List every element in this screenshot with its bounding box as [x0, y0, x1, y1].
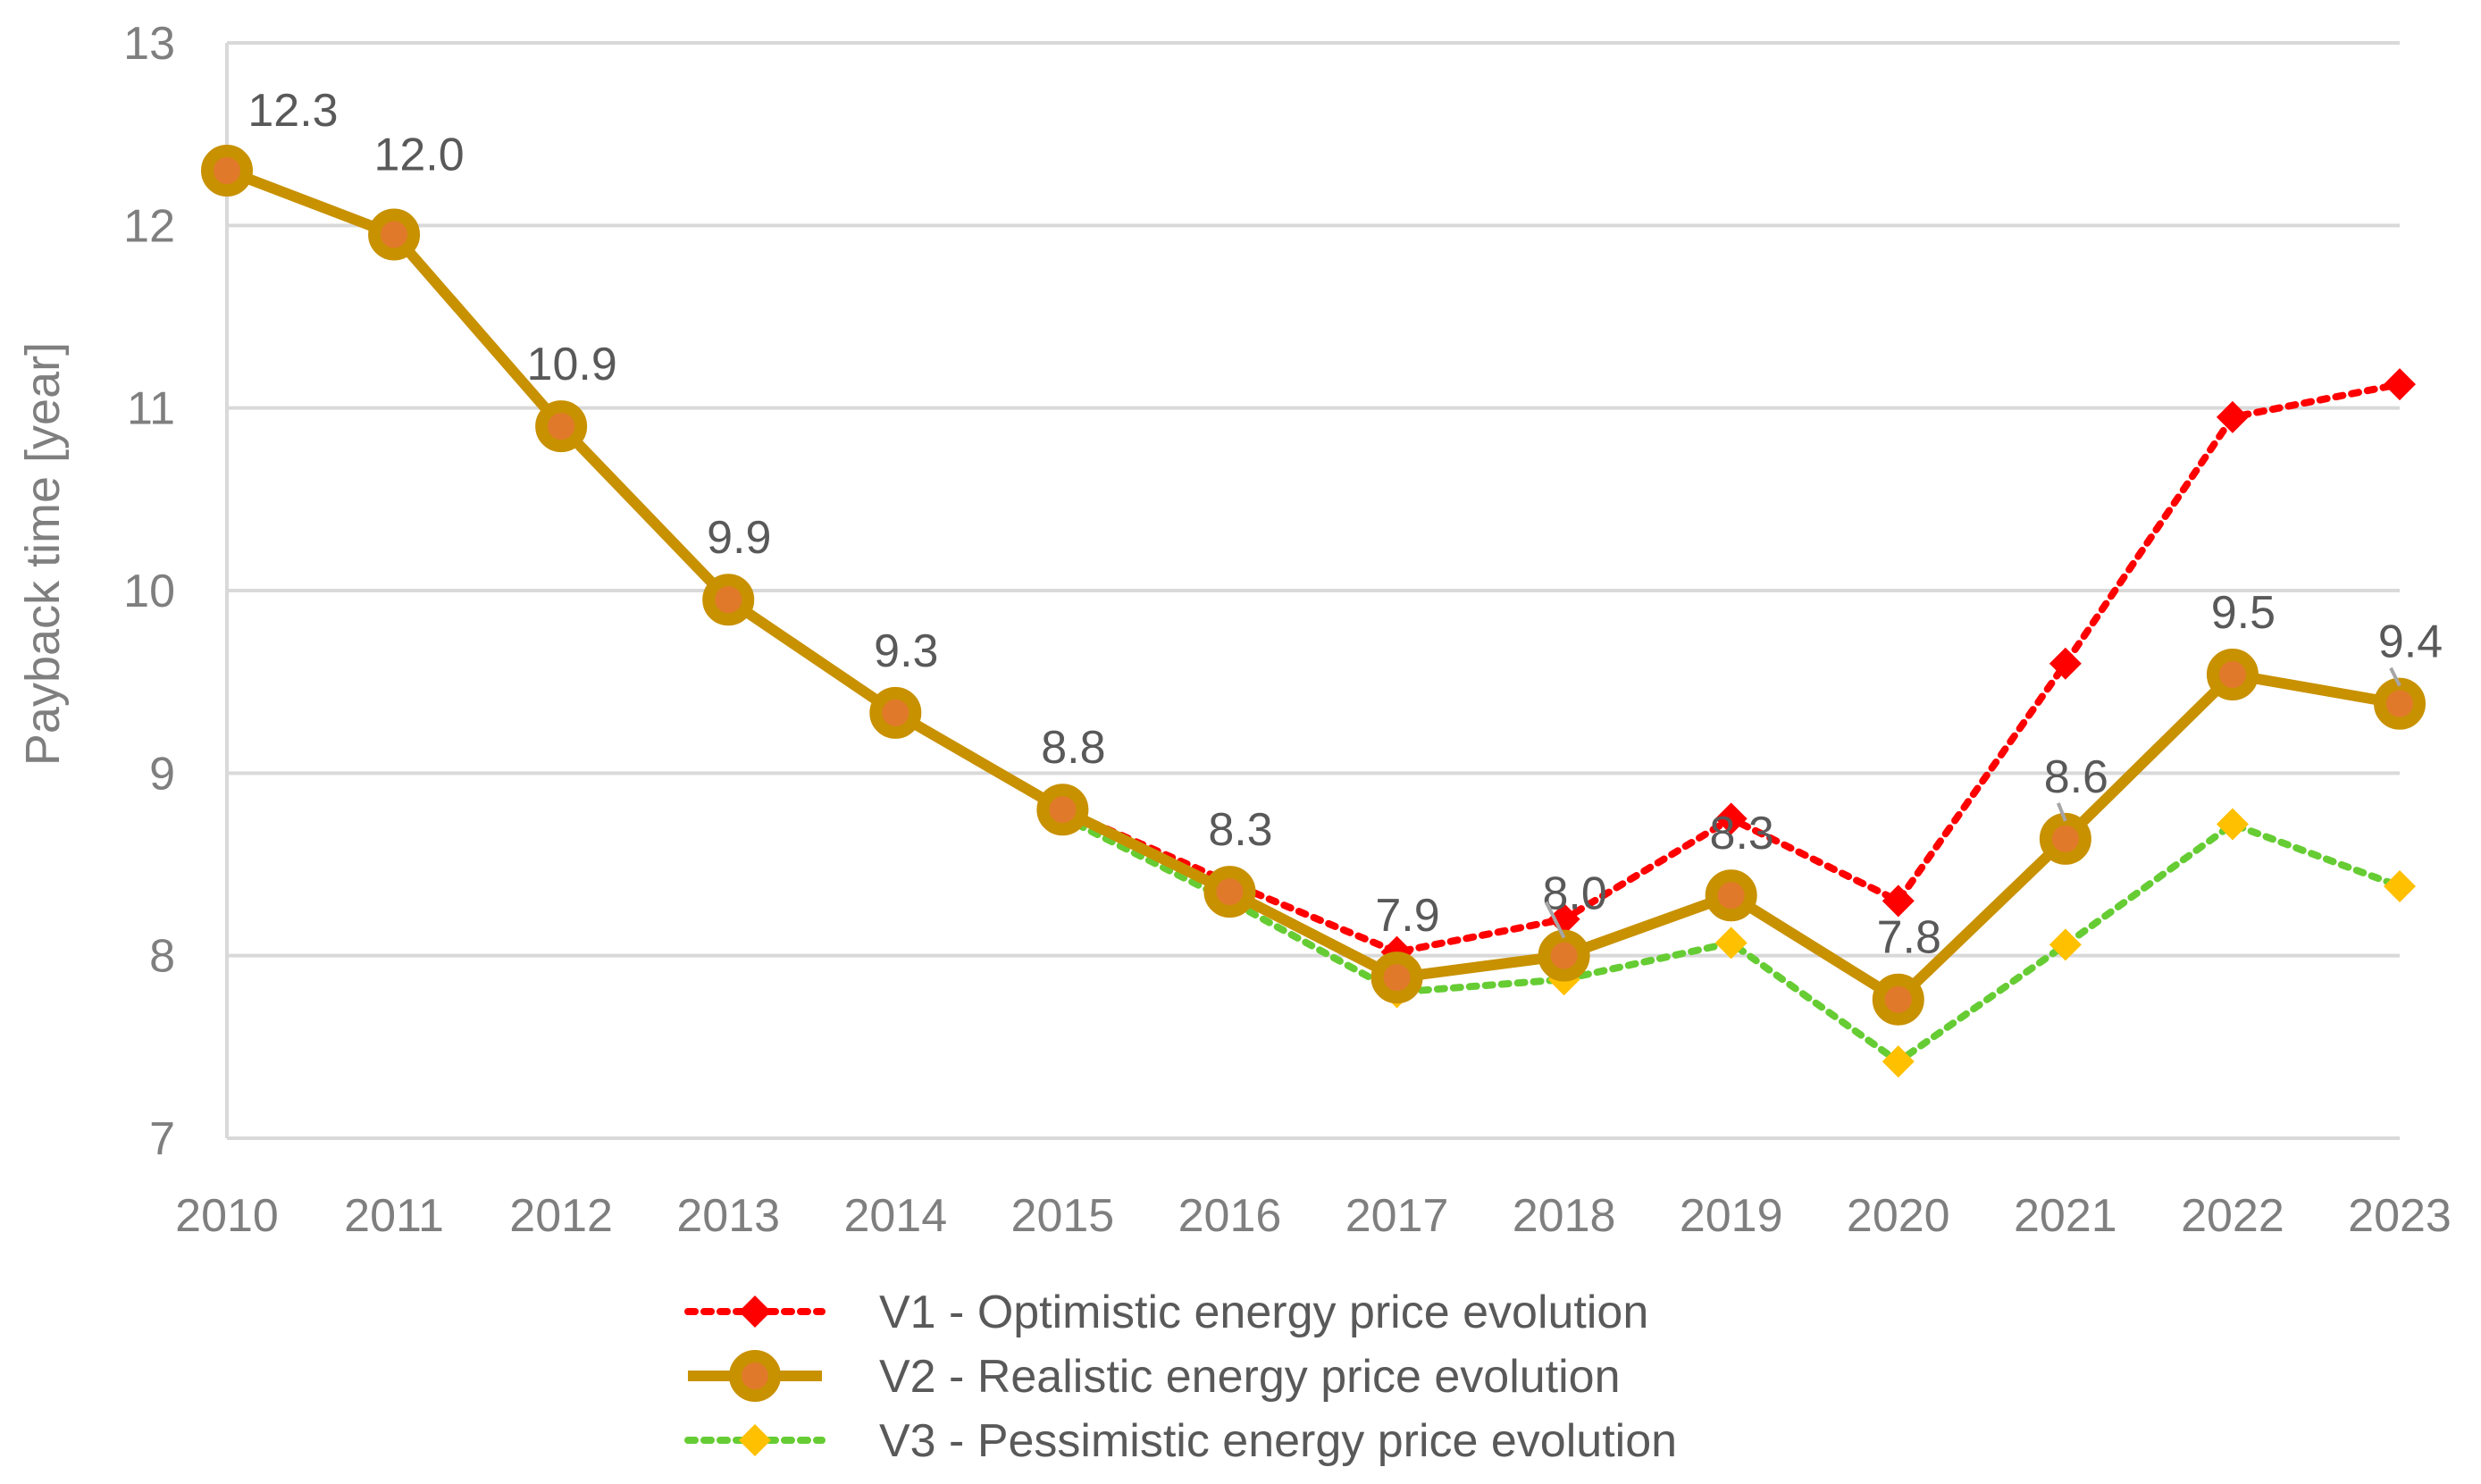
- data-label: 7.9: [1375, 890, 1439, 942]
- data-label: 9.3: [874, 625, 938, 677]
- series-point-v2: [702, 574, 755, 626]
- y-axis-label: Payback time [year]: [16, 342, 70, 766]
- y-tick-label: 9: [149, 748, 175, 800]
- y-tick-label: 11: [127, 383, 175, 435]
- x-tick-label: 2021: [2014, 1190, 2117, 1242]
- x-tick-label: 2017: [1345, 1190, 1449, 1242]
- x-tick-label: 2012: [509, 1190, 613, 1242]
- x-tick-label: 2011: [344, 1190, 444, 1242]
- series-point-v2: [368, 208, 421, 261]
- data-label: 9.5: [2211, 587, 2276, 639]
- data-label: 12.3: [247, 85, 338, 137]
- y-tick-label: 7: [149, 1113, 175, 1165]
- y-tick-label: 13: [123, 18, 175, 70]
- data-labels: 12.3 12.0 10.9 9.9 9.3 8.8 8.3 7.9 8.0 8.3 7.8 8.6 9…: [247, 85, 2443, 964]
- series-point-v2: [1036, 784, 1089, 836]
- data-label: 7.8: [1877, 912, 1941, 964]
- legend-marker-v2: [729, 1350, 781, 1402]
- legend-label-v3: V3 - Pessimistic energy price evolution: [879, 1415, 1677, 1467]
- legend-marker-v1: [739, 1295, 771, 1328]
- series-point-v2: [201, 145, 253, 197]
- x-tick-label: 2019: [1680, 1190, 1783, 1242]
- data-label: 8.3: [1208, 804, 1272, 856]
- series-point-v3: [2384, 870, 2416, 903]
- series-point-v1: [1714, 802, 1748, 835]
- gridlines: [225, 41, 2400, 1140]
- x-tick-label: 2020: [1847, 1190, 1950, 1242]
- y-tick-label: 8: [149, 931, 175, 983]
- y-axis-ticks: 7 8 9 10 11 12 13: [123, 18, 175, 1165]
- series-point-v1: [2216, 400, 2249, 433]
- data-label: 9.9: [707, 512, 771, 564]
- legend-label-v2: V2 - Realistic energy price evolution: [879, 1351, 1621, 1403]
- data-label: 10.9: [527, 339, 617, 390]
- series-point-v2: [1705, 869, 1757, 922]
- x-tick-label: 2023: [2348, 1190, 2452, 1242]
- series-point-v3: [2049, 928, 2082, 961]
- series-point-v2: [535, 400, 588, 453]
- series-point-v3: [1882, 1045, 1915, 1078]
- series-point-v2: [1872, 973, 1924, 1026]
- series-point-v1: [1547, 902, 1580, 935]
- data-label: 8.3: [1710, 808, 1774, 859]
- series-point-v1: [1882, 885, 1915, 918]
- series-point-v2: [1538, 929, 1590, 982]
- x-tick-label: 2022: [2181, 1190, 2284, 1242]
- series-point-v1: [2049, 647, 2082, 680]
- series-point-v2: [869, 686, 922, 739]
- series-point-v3: [1714, 926, 1748, 960]
- y-tick-label: 10: [123, 566, 175, 617]
- label-leader-line: [2389, 667, 2401, 687]
- series-layer: [201, 145, 2426, 1078]
- label-leader-line: [1544, 901, 1566, 939]
- legend: V1 - Optimistic energy price evolution V2…: [684, 1287, 1677, 1467]
- legend-label-v1: V1 - Optimistic energy price evolution: [879, 1287, 1648, 1338]
- legend-marker-v3: [739, 1424, 771, 1456]
- y-tick-label: 12: [123, 200, 175, 252]
- series-point-v2: [1370, 952, 1423, 1004]
- x-tick-label: 2014: [843, 1190, 947, 1242]
- data-label: 9.4: [2378, 616, 2443, 668]
- data-label: 8.8: [1041, 722, 1105, 774]
- series-point-v3: [2216, 808, 2249, 841]
- series-point-v2: [2039, 812, 2091, 865]
- x-tick-label: 2015: [1011, 1190, 1115, 1242]
- x-tick-label: 2016: [1178, 1190, 1282, 1242]
- series-point-v1: [2384, 368, 2416, 401]
- x-tick-label: 2018: [1513, 1190, 1616, 1242]
- series-line-v2: [224, 165, 2401, 1005]
- label-leader-line: [2056, 802, 2067, 822]
- x-axis-ticks: 2010 2011 2012 2013 2014 2015 2016 2017 2018 2019…: [175, 1190, 2452, 1242]
- series-point-v2: [2374, 677, 2426, 730]
- x-tick-label: 2010: [175, 1190, 279, 1242]
- data-label: 8.6: [2044, 751, 2108, 803]
- series-point-v2: [2206, 648, 2259, 700]
- data-label: 12.0: [373, 130, 464, 181]
- data-label: 8.0: [1542, 868, 1606, 920]
- x-tick-label: 2013: [676, 1190, 780, 1242]
- series-point-v2: [1203, 866, 1256, 918]
- series-line-v1: [1059, 381, 2403, 956]
